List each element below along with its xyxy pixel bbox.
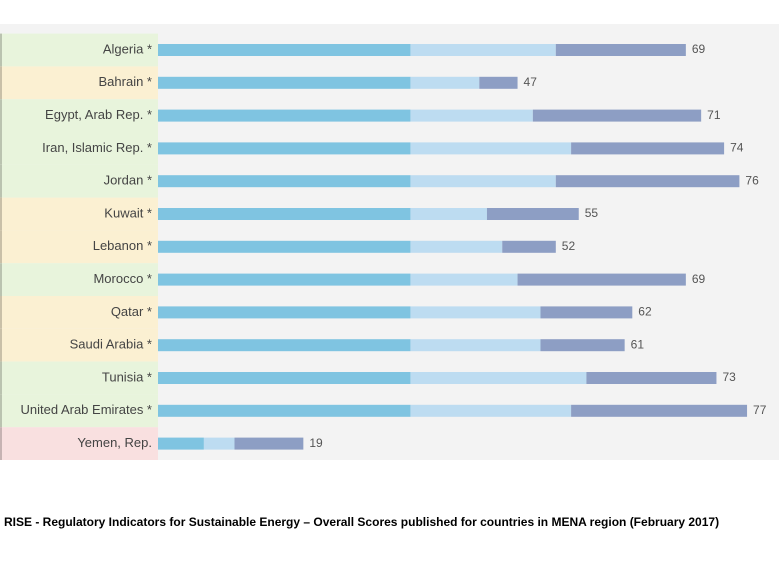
bar-segment — [158, 404, 411, 417]
caption: RISE - Regulatory Indicators for Sustain… — [4, 515, 719, 529]
total-label: 69 — [692, 42, 706, 56]
row-edge — [0, 33, 2, 67]
category-label: Saudi Arabia * — [70, 337, 152, 352]
row-edge — [0, 197, 2, 231]
row-edge — [0, 296, 2, 329]
bar-segment — [158, 339, 411, 352]
category-label: Kuwait * — [104, 205, 152, 220]
bar-segment — [571, 404, 748, 417]
total-label: 77 — [753, 403, 767, 417]
bar-segment — [158, 273, 411, 286]
total-label: 19 — [309, 436, 323, 450]
bar-segment — [410, 44, 556, 56]
bar-segment — [410, 306, 541, 319]
total-label: 74 — [730, 141, 744, 155]
row-edge — [0, 427, 2, 460]
row-band — [0, 394, 158, 428]
bar-segment — [410, 109, 533, 122]
bar-segment — [502, 240, 556, 253]
row-band — [0, 66, 158, 100]
bar-segment — [479, 76, 518, 89]
bar-segment — [158, 372, 411, 384]
bar-segment — [410, 339, 541, 352]
bar-segment — [540, 306, 633, 319]
bar-segment — [410, 240, 503, 253]
bar-segment — [410, 142, 572, 155]
row-band — [0, 263, 158, 296]
bar-segment — [555, 175, 740, 188]
total-label: 62 — [638, 305, 652, 319]
bar-segment — [571, 142, 725, 155]
row-band — [0, 164, 158, 198]
row-edge — [0, 263, 2, 296]
category-label: Jordan * — [104, 173, 152, 188]
bar-segment — [158, 437, 204, 450]
category-label: Lebanon * — [93, 238, 152, 253]
bar-segment — [158, 208, 411, 220]
category-label: Bahrain * — [99, 74, 152, 89]
row-band — [0, 132, 158, 165]
total-label: 55 — [585, 206, 599, 220]
total-label: 71 — [707, 108, 721, 122]
bar-segment — [158, 306, 411, 319]
bar-segment — [158, 109, 411, 122]
bar-segment — [532, 109, 702, 122]
row-edge — [0, 394, 2, 428]
bar-segment — [158, 142, 411, 155]
bar-segment — [410, 372, 587, 384]
total-label: 73 — [722, 370, 736, 384]
bar-segment — [158, 240, 411, 253]
category-label: Egypt, Arab Rep. * — [45, 107, 152, 122]
row-edge — [0, 361, 2, 395]
bar-segment — [410, 273, 518, 286]
bar-segment — [158, 44, 411, 56]
bar-segment — [410, 404, 572, 417]
row-edge — [0, 66, 2, 100]
bar-segment — [158, 175, 411, 188]
total-label: 61 — [631, 337, 645, 351]
category-label: Yemen, Rep. — [77, 435, 152, 450]
category-label: Algeria * — [103, 41, 152, 56]
row-band — [0, 328, 158, 362]
row-band — [0, 296, 158, 329]
category-label: Iran, Islamic Rep. * — [42, 140, 152, 155]
row-band — [0, 230, 158, 264]
row-band — [0, 197, 158, 231]
row-edge — [0, 132, 2, 165]
total-label: 47 — [524, 75, 538, 89]
bar-segment — [234, 437, 304, 450]
category-label: Qatar * — [111, 304, 152, 319]
bar-segment — [410, 76, 480, 89]
row-edge — [0, 328, 2, 362]
bar-segment — [158, 76, 411, 89]
total-label: 76 — [745, 173, 759, 187]
total-label: 52 — [562, 239, 576, 253]
bar-segment — [540, 339, 625, 352]
row-band — [0, 427, 158, 460]
row-band — [0, 33, 158, 67]
bar-segment — [410, 208, 487, 220]
category-label: Tunisia * — [102, 369, 152, 384]
bar-segment — [410, 175, 556, 188]
row-band — [0, 99, 158, 132]
bar-segment — [586, 372, 717, 384]
row-edge — [0, 99, 2, 132]
bar-segment — [555, 44, 686, 56]
bar-segment — [517, 273, 686, 286]
row-edge — [0, 230, 2, 264]
category-label: Morocco * — [93, 271, 152, 286]
row-band — [0, 361, 158, 395]
bar-segment — [486, 208, 579, 220]
total-label: 69 — [692, 272, 706, 286]
bar-segment — [203, 437, 235, 450]
row-edge — [0, 164, 2, 198]
category-label: United Arab Emirates * — [20, 402, 152, 417]
